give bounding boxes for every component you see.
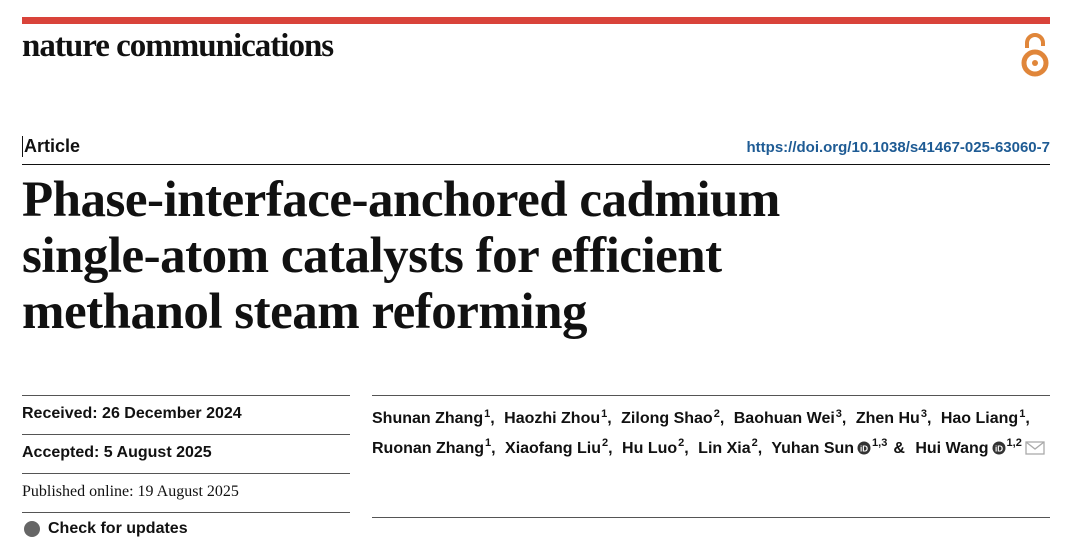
affiliation: 1 [1019, 408, 1026, 420]
separator: , [926, 410, 932, 428]
rule [22, 473, 350, 474]
affiliation: 2 [678, 437, 685, 450]
separator: , [608, 439, 613, 457]
author-name: Xiaofang Liu [505, 439, 602, 457]
title-line: single-atom catalysts for efficient [22, 228, 722, 284]
author: Ruonan Zhang1, [372, 437, 501, 457]
author-name: Haozhi Zhou [504, 410, 601, 428]
rule [372, 517, 1050, 518]
rule [22, 164, 1050, 165]
author-name: Hui Wang [915, 439, 989, 457]
affiliation: 1 [484, 437, 492, 450]
affiliation: 2 [751, 437, 758, 450]
author-name: Hao Liang [940, 410, 1019, 428]
svg-text:iD: iD [995, 444, 1003, 453]
author: Zhen Hu3, [855, 408, 937, 428]
author-name: Ruonan Zhang [372, 439, 484, 457]
affiliation: 3 [835, 408, 842, 420]
affiliation: 1,3 [872, 437, 888, 450]
article-title: Phase-interface-anchored cadmium single-… [22, 172, 780, 340]
affiliation: 2 [713, 408, 720, 420]
author: Xiaofang Liu2, [505, 437, 618, 457]
accepted-date: Accepted: 5 August 2025 [22, 444, 212, 461]
separator: , [719, 410, 725, 428]
check-icon [24, 521, 40, 537]
author-name: Lin Xia [698, 439, 751, 457]
article-type: Article [22, 136, 81, 157]
author-name: Baohuan Wei [733, 410, 835, 428]
rule [22, 512, 350, 513]
title-line: methanol steam reforming [22, 284, 587, 340]
rule [372, 395, 1050, 396]
affiliation: 2 [602, 437, 609, 450]
title-line: Phase-interface-anchored cadmium [22, 172, 780, 228]
email-icon[interactable] [1025, 439, 1045, 464]
separator: , [757, 439, 763, 457]
affiliation: 3 [920, 408, 927, 420]
author: Yuhan Sun iD 1,3 & [771, 437, 911, 457]
affiliation: 1 [484, 408, 491, 420]
orcid-icon[interactable]: iD [857, 438, 871, 463]
author-name: Hu Luo [622, 439, 678, 457]
separator: , [841, 410, 847, 428]
check-for-updates[interactable]: Check for updates [48, 520, 188, 537]
open-access-icon [1021, 33, 1049, 77]
separator: , [607, 410, 612, 428]
author: Shunan Zhang1, [372, 408, 500, 428]
page: nature communications Article https://do… [22, 17, 1057, 537]
orcid-icon[interactable]: iD [992, 438, 1006, 463]
svg-text:iD: iD [860, 444, 868, 453]
author-name: Zilong Shao [621, 410, 713, 428]
separator: , [684, 439, 689, 457]
conjunction: & [893, 439, 905, 457]
author-name: Yuhan Sun [771, 439, 855, 457]
author: Baohuan Wei3, [733, 408, 852, 428]
author: Zilong Shao2, [621, 408, 729, 428]
affiliation: 1 [601, 408, 608, 420]
affiliation: 1,2 [1006, 437, 1022, 450]
author-name: Shunan Zhang [372, 410, 484, 428]
author: Hao Liang1, [940, 408, 1035, 428]
received-date: Received: 26 December 2024 [22, 405, 242, 422]
author: Haozhi Zhou1, [504, 408, 617, 428]
doi-link[interactable]: https://doi.org/10.1038/s41467-025-63060… [746, 139, 1051, 156]
author: Hu Luo2, [622, 437, 694, 457]
separator: , [1025, 410, 1030, 428]
author-list: Shunan Zhang1, Haozhi Zhou1, Zilong Shao… [372, 402, 1057, 464]
separator: , [490, 410, 495, 428]
rule [22, 395, 350, 396]
author: Hui Wang iD 1,2 [915, 437, 1045, 457]
rule [22, 434, 350, 435]
separator: , [491, 439, 496, 457]
published-date: Published online: 19 August 2025 [22, 483, 239, 500]
top-bar [22, 17, 1050, 24]
author-name: Zhen Hu [855, 410, 920, 428]
author: Lin Xia2, [698, 437, 767, 457]
journal-name: nature communications [22, 28, 334, 64]
